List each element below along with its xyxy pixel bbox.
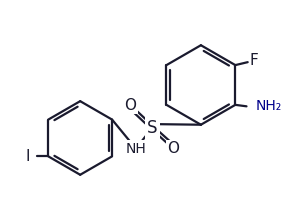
- Text: NH₂: NH₂: [255, 99, 282, 113]
- Text: S: S: [147, 119, 158, 137]
- Text: O: O: [124, 98, 137, 113]
- Text: I: I: [26, 149, 30, 164]
- Text: O: O: [167, 141, 179, 156]
- Text: NH: NH: [126, 142, 147, 156]
- Text: F: F: [250, 53, 259, 68]
